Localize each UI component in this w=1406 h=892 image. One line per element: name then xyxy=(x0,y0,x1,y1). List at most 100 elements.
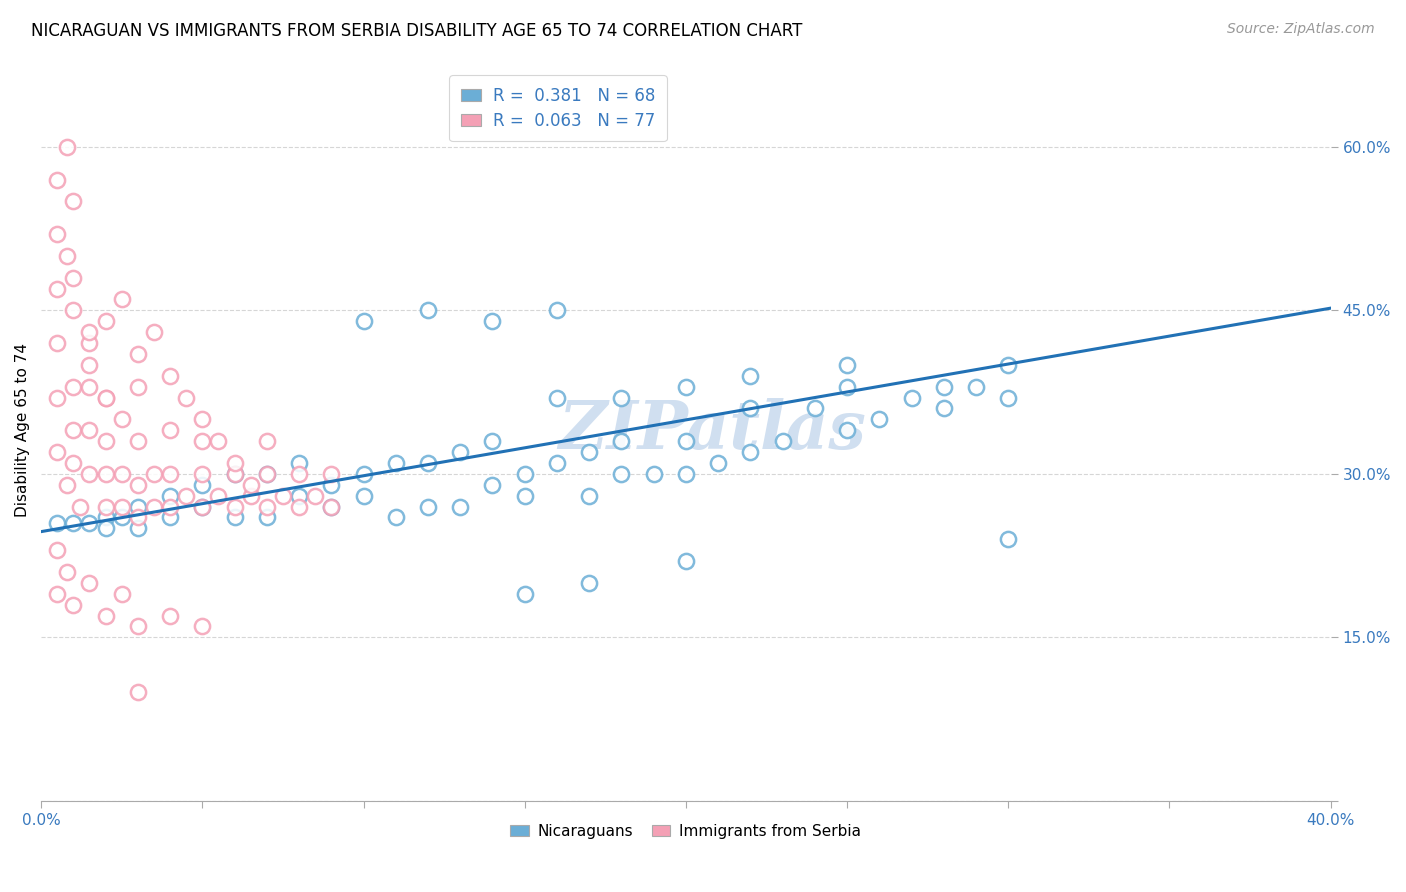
Point xyxy=(94,521,117,535)
Point xyxy=(835,379,858,393)
Point xyxy=(56,249,79,263)
Point xyxy=(46,281,69,295)
Point xyxy=(62,423,84,437)
Point xyxy=(56,140,79,154)
Point xyxy=(79,379,101,393)
Point xyxy=(546,456,568,470)
Point xyxy=(256,467,278,481)
Point xyxy=(79,336,101,351)
Text: NICARAGUAN VS IMMIGRANTS FROM SERBIA DISABILITY AGE 65 TO 74 CORRELATION CHART: NICARAGUAN VS IMMIGRANTS FROM SERBIA DIS… xyxy=(31,22,803,40)
Point xyxy=(191,477,214,491)
Point xyxy=(191,500,214,514)
Point xyxy=(94,391,117,405)
Point xyxy=(416,500,439,514)
Point xyxy=(46,587,69,601)
Point xyxy=(62,194,84,209)
Point xyxy=(94,467,117,481)
Point xyxy=(111,412,134,426)
Point xyxy=(675,434,697,449)
Point xyxy=(79,358,101,372)
Point xyxy=(191,619,214,633)
Point xyxy=(127,434,149,449)
Point xyxy=(46,336,69,351)
Point xyxy=(62,598,84,612)
Point xyxy=(159,368,181,383)
Point xyxy=(224,510,246,524)
Point xyxy=(159,423,181,437)
Point xyxy=(79,325,101,339)
Point xyxy=(224,467,246,481)
Point xyxy=(321,477,343,491)
Point xyxy=(191,434,214,449)
Point xyxy=(174,489,197,503)
Point xyxy=(353,489,375,503)
Point xyxy=(159,608,181,623)
Point xyxy=(224,467,246,481)
Point xyxy=(62,379,84,393)
Point xyxy=(256,510,278,524)
Point xyxy=(772,434,794,449)
Point xyxy=(610,467,633,481)
Point xyxy=(79,516,101,530)
Point xyxy=(207,434,229,449)
Point xyxy=(578,445,600,459)
Point xyxy=(46,543,69,558)
Point xyxy=(932,379,955,393)
Point xyxy=(546,391,568,405)
Point xyxy=(79,423,101,437)
Point xyxy=(62,303,84,318)
Point xyxy=(127,379,149,393)
Point xyxy=(142,325,165,339)
Point xyxy=(384,510,406,524)
Point xyxy=(62,456,84,470)
Point xyxy=(997,358,1019,372)
Point xyxy=(578,489,600,503)
Point xyxy=(94,314,117,328)
Point xyxy=(578,575,600,590)
Point xyxy=(207,489,229,503)
Point xyxy=(643,467,665,481)
Point xyxy=(546,303,568,318)
Point xyxy=(513,467,536,481)
Point xyxy=(111,500,134,514)
Point xyxy=(94,391,117,405)
Point xyxy=(256,500,278,514)
Point xyxy=(288,500,311,514)
Y-axis label: Disability Age 65 to 74: Disability Age 65 to 74 xyxy=(15,343,30,517)
Point xyxy=(111,293,134,307)
Point xyxy=(481,477,503,491)
Point xyxy=(449,500,471,514)
Point xyxy=(610,434,633,449)
Point xyxy=(965,379,987,393)
Point xyxy=(127,521,149,535)
Point xyxy=(224,500,246,514)
Point xyxy=(997,533,1019,547)
Point xyxy=(449,445,471,459)
Point xyxy=(62,270,84,285)
Point xyxy=(288,489,311,503)
Point xyxy=(740,368,762,383)
Point xyxy=(127,477,149,491)
Text: ZIPatlas: ZIPatlas xyxy=(558,398,866,463)
Point xyxy=(353,467,375,481)
Point xyxy=(304,489,326,503)
Point xyxy=(239,477,262,491)
Point xyxy=(740,401,762,416)
Point xyxy=(321,500,343,514)
Point xyxy=(159,510,181,524)
Point xyxy=(94,510,117,524)
Point xyxy=(707,456,730,470)
Point xyxy=(127,685,149,699)
Text: Source: ZipAtlas.com: Source: ZipAtlas.com xyxy=(1227,22,1375,37)
Point xyxy=(127,510,149,524)
Point xyxy=(142,467,165,481)
Point xyxy=(46,172,69,186)
Point xyxy=(46,445,69,459)
Point xyxy=(321,467,343,481)
Point xyxy=(127,500,149,514)
Point xyxy=(56,477,79,491)
Point xyxy=(353,314,375,328)
Point xyxy=(46,516,69,530)
Point xyxy=(804,401,827,416)
Point xyxy=(900,391,922,405)
